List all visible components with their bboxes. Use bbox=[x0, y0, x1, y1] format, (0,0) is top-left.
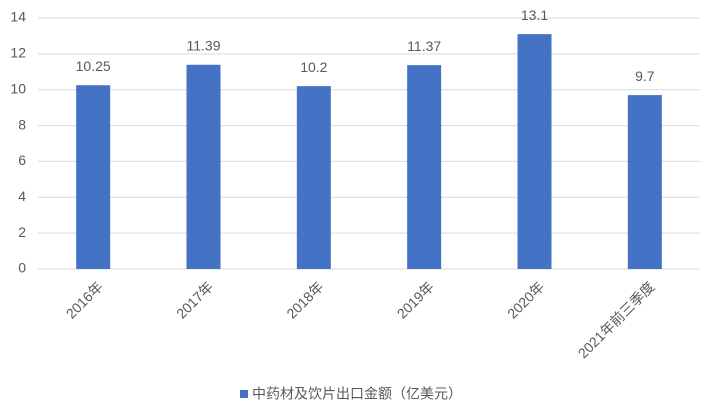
legend-label: 中药材及饮片出口金额（亿美元） bbox=[252, 386, 462, 402]
data-label: 10.25 bbox=[76, 58, 111, 74]
data-label: 11.39 bbox=[187, 37, 221, 53]
legend-swatch bbox=[240, 390, 248, 398]
data-label: 11.37 bbox=[407, 38, 441, 54]
bar bbox=[296, 86, 331, 269]
data-label: 10.2 bbox=[300, 59, 327, 75]
bar bbox=[76, 85, 111, 269]
y-tick-label: 12 bbox=[10, 45, 26, 61]
x-tick-label: 2019年 bbox=[394, 278, 437, 321]
x-tick-label: 2016年 bbox=[63, 278, 106, 321]
y-tick-label: 6 bbox=[18, 152, 26, 168]
x-tick-label: 2020年 bbox=[504, 278, 547, 321]
data-label: 9.7 bbox=[635, 68, 655, 84]
y-tick-label: 10 bbox=[10, 80, 26, 96]
x-tick-label: 2018年 bbox=[283, 278, 326, 321]
bar bbox=[186, 64, 221, 269]
x-tick-label: 2021年前三季度 bbox=[575, 278, 658, 361]
data-label: 13.1 bbox=[521, 7, 548, 23]
y-tick-label: 8 bbox=[18, 116, 26, 132]
bar bbox=[517, 34, 552, 270]
y-tick-label: 4 bbox=[18, 188, 26, 204]
bar bbox=[407, 65, 442, 269]
y-tick-label: 14 bbox=[10, 9, 26, 25]
bar bbox=[627, 95, 662, 269]
x-tick-label: 2017年 bbox=[173, 278, 216, 321]
y-tick-label: 2 bbox=[18, 224, 26, 240]
y-tick-label: 0 bbox=[18, 260, 26, 276]
